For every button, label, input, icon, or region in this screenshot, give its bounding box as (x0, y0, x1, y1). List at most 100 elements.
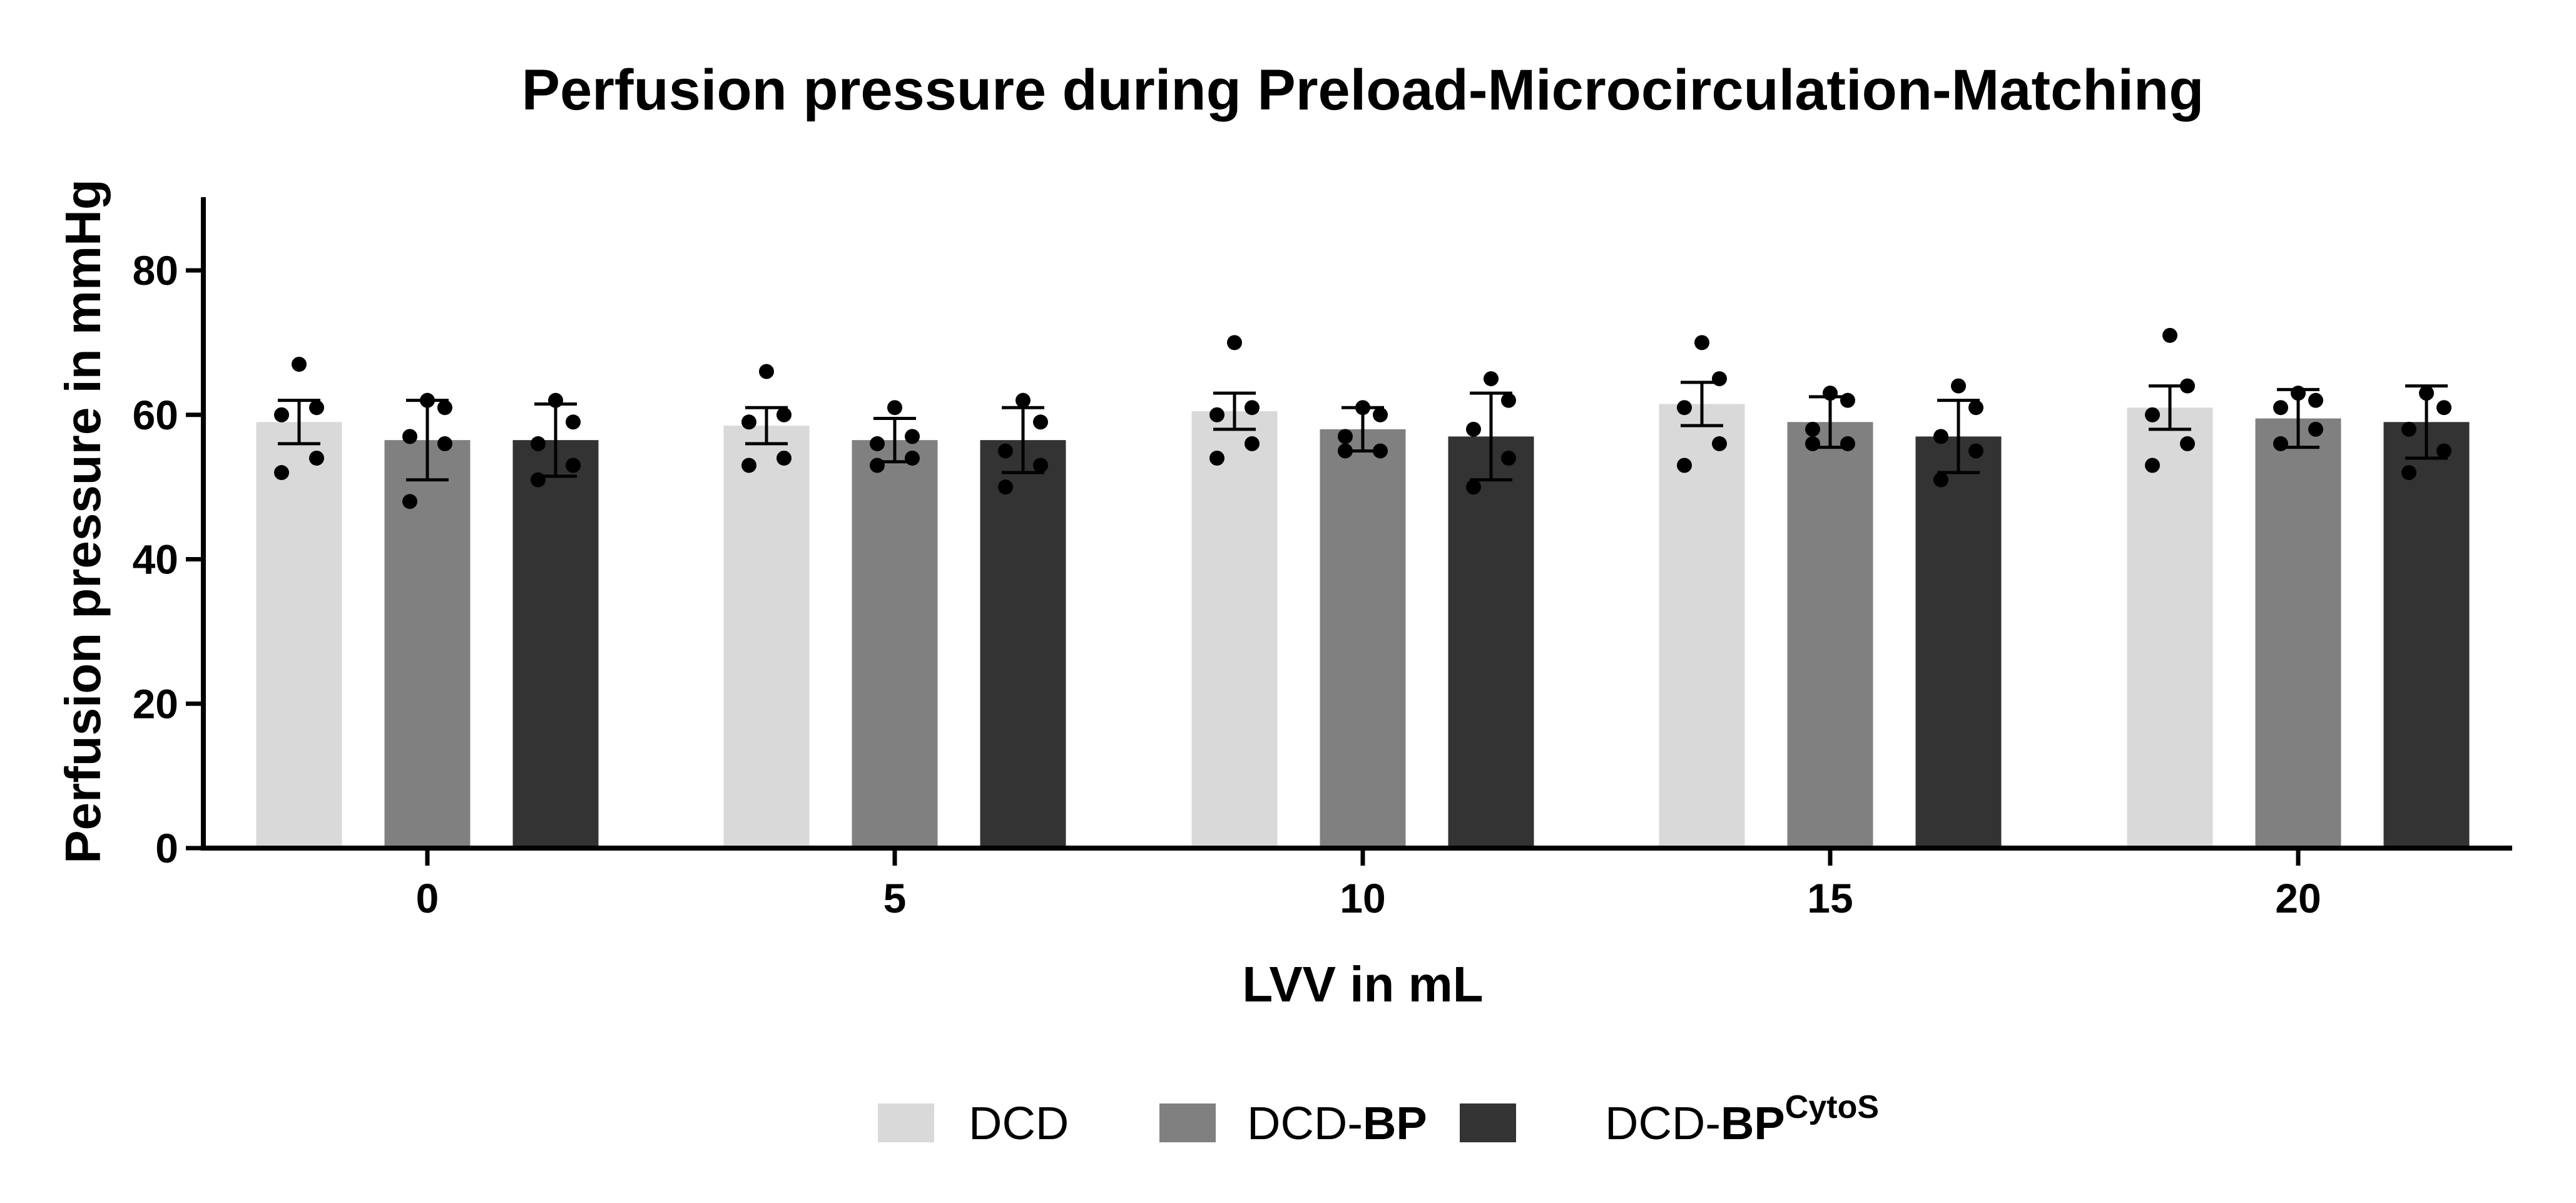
data-point (1338, 429, 1353, 444)
data-point (1209, 450, 1224, 466)
data-point (1823, 386, 1838, 401)
data-point (741, 414, 756, 430)
bar-dcd-bp-5 (852, 440, 938, 848)
y-tick-label: 60 (133, 392, 178, 438)
data-point (309, 450, 324, 466)
data-point (2308, 421, 2323, 437)
data-point (2436, 443, 2451, 459)
data-point (2401, 421, 2416, 437)
data-point (1933, 429, 1948, 444)
data-point (2308, 392, 2323, 408)
data-point (1951, 378, 1966, 394)
bar-dcd-5 (723, 426, 810, 848)
legend-swatch-1 (878, 1103, 934, 1142)
data-point (905, 429, 920, 444)
data-point (1501, 392, 1516, 408)
bar-dcd-bpcytos-20 (2383, 422, 2470, 848)
data-point (1245, 400, 1260, 416)
data-point (1933, 472, 1948, 488)
data-point (292, 356, 307, 372)
y-tick-label: 0 (155, 825, 178, 871)
data-point (2145, 458, 2160, 473)
data-point (402, 429, 417, 444)
legend: DCD DCD-BP DCD-BPCytoS (878, 1089, 1879, 1149)
data-point (531, 436, 546, 451)
data-point (566, 458, 581, 473)
data-point (548, 392, 563, 408)
legend-swatch-2 (1159, 1103, 1216, 1142)
data-point (1677, 400, 1692, 416)
data-point (759, 364, 774, 379)
plot-area (256, 327, 2470, 848)
data-point (2401, 465, 2416, 481)
x-tick-label: 5 (883, 875, 907, 921)
data-point (1033, 414, 1048, 430)
data-point (531, 472, 546, 488)
bar-dcd-bp-15 (1787, 422, 1873, 848)
bar-dcd-bp-20 (2255, 418, 2341, 848)
x-tick-label: 10 (1340, 875, 1385, 921)
data-point (776, 407, 792, 422)
data-point (905, 450, 920, 466)
x-tick-label: 20 (2275, 875, 2321, 921)
x-tick-label: 0 (416, 875, 439, 921)
data-point (1501, 450, 1516, 466)
data-point (1694, 335, 1709, 351)
data-point (1373, 407, 1388, 422)
data-point (1209, 407, 1224, 422)
data-point (870, 436, 885, 451)
data-point (998, 479, 1013, 495)
x-tick-label: 15 (1807, 875, 1853, 921)
data-point (998, 443, 1013, 459)
data-point (1840, 436, 1855, 451)
bar-dcd-bpcytos-5 (980, 440, 1066, 848)
data-point (309, 400, 324, 416)
bar-dcd-0 (256, 422, 342, 848)
data-point (566, 414, 581, 430)
data-point (1033, 458, 1048, 473)
bar-dcd-10 (1191, 411, 1278, 848)
data-point (1338, 443, 1353, 459)
bar-dcd-20 (2127, 407, 2213, 848)
data-point (2436, 400, 2451, 416)
y-tick-label: 80 (133, 247, 178, 294)
data-point (1245, 436, 1260, 451)
data-point (1805, 436, 1820, 451)
data-point (1373, 443, 1388, 459)
bar-dcd-bp-10 (1320, 429, 1406, 848)
y-axis-label: Perfusion pressure in mmHg (55, 179, 111, 864)
y-tick-label: 20 (133, 680, 178, 727)
data-point (437, 400, 452, 416)
data-point (1466, 479, 1481, 495)
chart-title: Perfusion pressure during Preload-Microc… (522, 58, 2204, 122)
data-point (776, 450, 792, 466)
bar-dcd-bpcytos-0 (512, 440, 599, 848)
data-point (1466, 421, 1481, 437)
data-point (1355, 400, 1370, 416)
data-point (2145, 407, 2160, 422)
data-point (741, 458, 756, 473)
bar-dcd-bpcytos-15 (1915, 436, 2002, 848)
legend-swatch-3 (1460, 1103, 1516, 1142)
x-axis-label: LVV in mL (1242, 956, 1483, 1012)
data-point (2273, 436, 2288, 451)
legend-label-1: DCD (969, 1097, 1069, 1149)
legend-label-3: DCD-BPCytoS (1605, 1089, 1879, 1149)
data-point (2291, 386, 2306, 401)
data-point (1227, 335, 1242, 351)
data-point (1805, 421, 1820, 437)
data-point (1968, 443, 1983, 459)
data-point (274, 465, 289, 481)
data-point (870, 458, 885, 473)
data-point (402, 494, 417, 509)
data-point (2180, 378, 2195, 394)
data-point (2162, 327, 2177, 343)
data-point (437, 436, 452, 451)
data-point (887, 400, 902, 416)
data-point (1677, 458, 1692, 473)
data-point (2273, 400, 2288, 416)
y-axis: 0 20 40 60 80 (133, 197, 206, 871)
data-point (2419, 386, 2434, 401)
data-point (2180, 436, 2195, 451)
